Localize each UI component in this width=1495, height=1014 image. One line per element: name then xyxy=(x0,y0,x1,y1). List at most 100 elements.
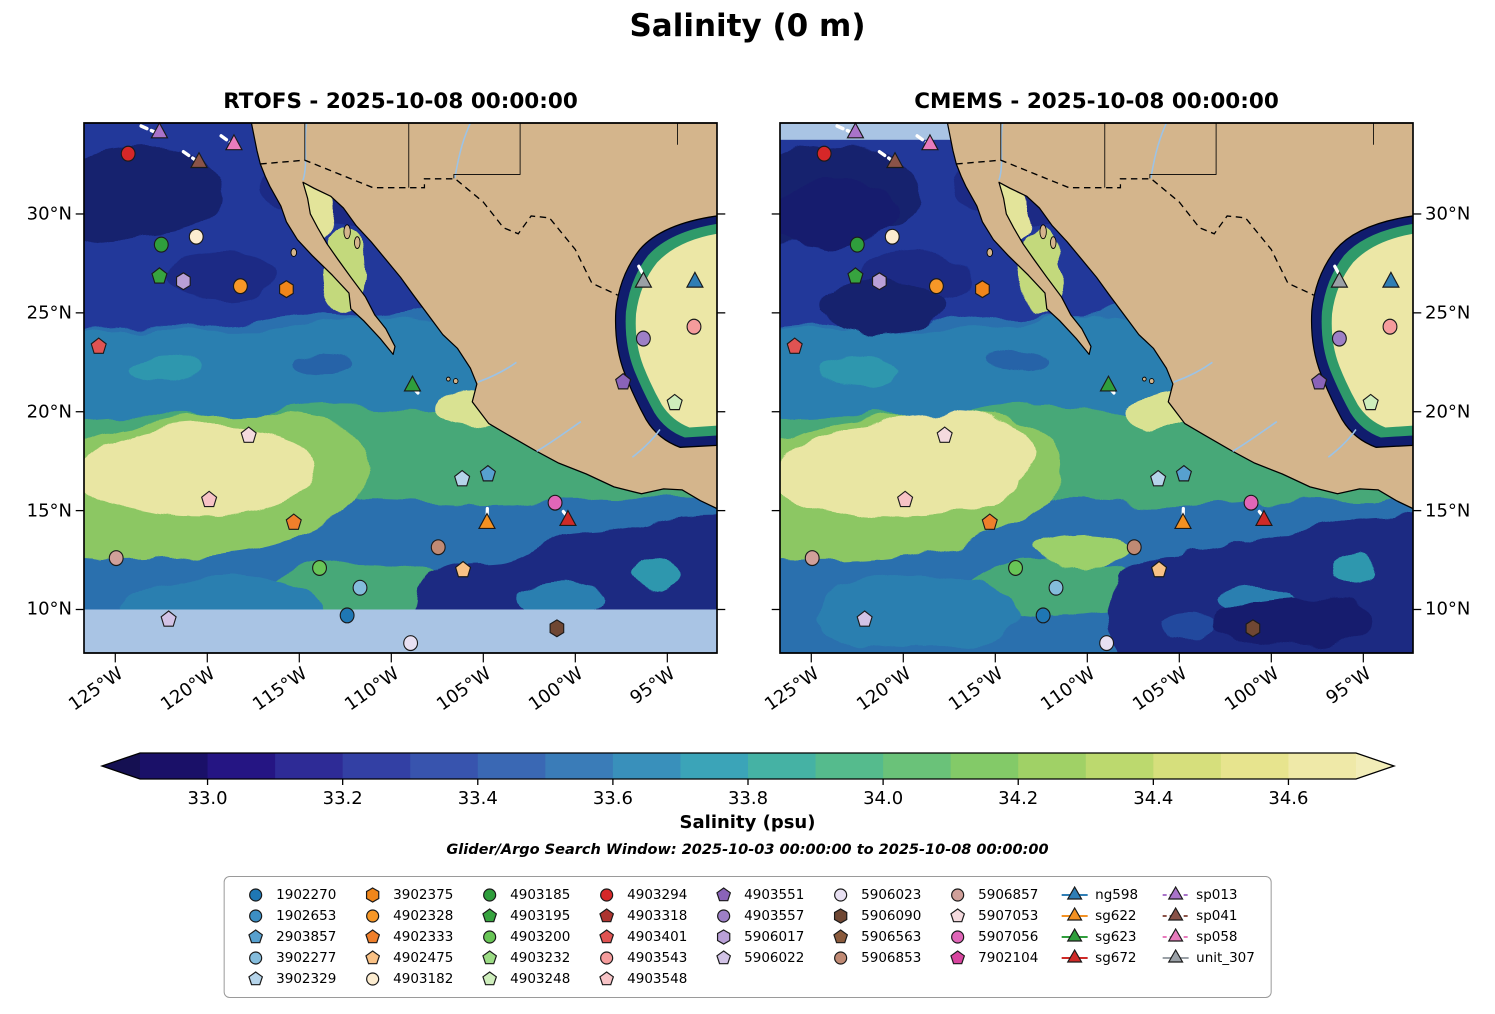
legend-label: 5906090 xyxy=(861,908,922,924)
legend-label: 3902375 xyxy=(393,887,454,903)
legend-entry-4903185: 4903185 xyxy=(474,886,574,904)
legend-marker-5907056 xyxy=(950,930,964,944)
marker-4903543 xyxy=(1382,318,1398,335)
pentagon-marker-icon xyxy=(247,929,263,944)
glider-track-sp041 xyxy=(877,149,894,163)
panel-title-cmems: CMEMS - 2025-10-08 00:00:00 xyxy=(914,89,1279,114)
landmass xyxy=(946,123,1413,510)
legend-label: unit_307 xyxy=(1196,950,1255,966)
legend-marker-5906017 xyxy=(716,929,730,945)
marker-3902277 xyxy=(352,579,368,596)
pentagon-marker-icon xyxy=(949,950,965,965)
island xyxy=(354,236,361,250)
marker-ng598 xyxy=(1381,271,1400,288)
legend-label: 5906563 xyxy=(861,929,922,945)
legend-label: 4903195 xyxy=(510,908,571,924)
lat-tick-label: 20°N xyxy=(26,401,72,423)
marker-2903857 xyxy=(479,464,497,482)
river xyxy=(1327,429,1357,458)
marker-sg623 xyxy=(403,374,422,392)
legend-marker-3902277 xyxy=(248,951,262,965)
colorbar-tick-label: 34.6 xyxy=(1268,788,1308,809)
marker-5906023 xyxy=(403,635,419,652)
legend-marker-4903557 xyxy=(716,909,730,923)
legend-column: 3902375 4902328 4902333 4902475 4903182 xyxy=(357,886,457,988)
pentagon-marker-icon xyxy=(598,929,614,944)
colorbar-tick-label: 33.4 xyxy=(457,788,497,809)
legend-label: 4903318 xyxy=(627,908,688,924)
landmass xyxy=(250,123,717,510)
legend-marker-4903551 xyxy=(715,887,731,902)
us-mexico-border xyxy=(260,159,618,296)
marker-5906853 xyxy=(430,539,446,556)
marker-2903857 xyxy=(1175,464,1193,482)
search-window-subtitle: Glider/Argo Search Window: 2025-10-03 00… xyxy=(446,842,1049,858)
legend-marker-4902333 xyxy=(364,929,380,944)
axis-ticks xyxy=(771,213,1422,663)
lon-tick-label: 120°W xyxy=(853,663,916,716)
legend-entry-sg623: sg623 xyxy=(1059,928,1143,946)
circle-marker-icon xyxy=(833,951,847,965)
island xyxy=(290,248,297,257)
legend-label: sp041 xyxy=(1196,908,1238,924)
triangle-marker-icon xyxy=(1162,907,1189,921)
map-svg-cmems xyxy=(771,121,1422,663)
marker-1902270 xyxy=(339,607,355,624)
legend-marker-1902653 xyxy=(248,909,262,923)
marker-4903543 xyxy=(686,318,702,335)
marker-4903551 xyxy=(615,372,632,390)
state-border xyxy=(453,123,521,179)
legend-label: 5907056 xyxy=(978,929,1039,945)
pentagon-marker-icon xyxy=(949,908,965,923)
legend-marker-4903248 xyxy=(481,971,497,986)
triangle-marker-icon xyxy=(1061,928,1088,942)
legend-marker-4903294 xyxy=(599,888,613,902)
legend-entry-3902277: 3902277 xyxy=(240,949,340,967)
marker-4903294 xyxy=(816,145,832,162)
legend-entry-4903294: 4903294 xyxy=(591,886,691,904)
marker-4903248 xyxy=(1362,393,1379,411)
legend-entry-5906023: 5906023 xyxy=(825,886,925,904)
legend-entry-4903401: 4903401 xyxy=(591,928,691,946)
marker-3902277 xyxy=(1048,579,1064,596)
legend-column: 4903294 4903318 4903401 4903543 4903548 xyxy=(591,886,691,988)
legend-entry-4903200: 4903200 xyxy=(474,928,574,946)
legend-label: sg623 xyxy=(1095,929,1137,945)
legend-entry-ng598: ng598 xyxy=(1059,886,1143,904)
legend-label: 4903548 xyxy=(627,971,688,987)
triangle-marker-icon xyxy=(1162,886,1189,900)
marker-5906022 xyxy=(160,610,177,627)
legend-marker-4903548 xyxy=(598,971,614,986)
legend-entry-7902104: 7902104 xyxy=(942,949,1042,967)
marker-sg672 xyxy=(1254,509,1273,527)
lon-tick-label: 110°W xyxy=(1037,663,1100,716)
colorbar-tick-label: 34.4 xyxy=(1133,788,1173,809)
legend-entry-5906563: 5906563 xyxy=(825,928,925,946)
legend-entry-4902333: 4902333 xyxy=(357,928,457,946)
marker-sg672 xyxy=(558,509,577,527)
pentagon-marker-icon xyxy=(598,908,614,923)
marker-sg622 xyxy=(1174,512,1192,530)
lon-tick-label: 115°W xyxy=(945,663,1008,716)
legend-label: 2903857 xyxy=(276,929,337,945)
triangle-marker-icon xyxy=(1061,949,1088,963)
marker-5906857 xyxy=(804,550,820,567)
legend-entry-1902653: 1902653 xyxy=(240,907,340,925)
legend-entry-5906090: 5906090 xyxy=(825,907,925,925)
legend-entry-sp058: sp058 xyxy=(1160,928,1255,946)
marker-4903200 xyxy=(1008,559,1023,576)
legend-entry-4903318: 4903318 xyxy=(591,907,691,925)
legend-entry-1902270: 1902270 xyxy=(240,886,340,904)
legend-entry-5906857: 5906857 xyxy=(942,886,1042,904)
legend-marker-4903195 xyxy=(481,908,497,923)
lat-tick-label: 15°N xyxy=(1425,500,1471,522)
marker-4903185 xyxy=(153,236,169,253)
river xyxy=(631,429,661,458)
lon-tick-label: 105°W xyxy=(1129,663,1192,716)
marker-5907053 xyxy=(240,426,257,443)
island xyxy=(343,224,351,240)
legend-marker-1902270 xyxy=(248,888,262,902)
marker-4903182 xyxy=(884,228,900,245)
legend-label: 3902329 xyxy=(276,971,337,987)
map-frame xyxy=(779,122,1414,654)
